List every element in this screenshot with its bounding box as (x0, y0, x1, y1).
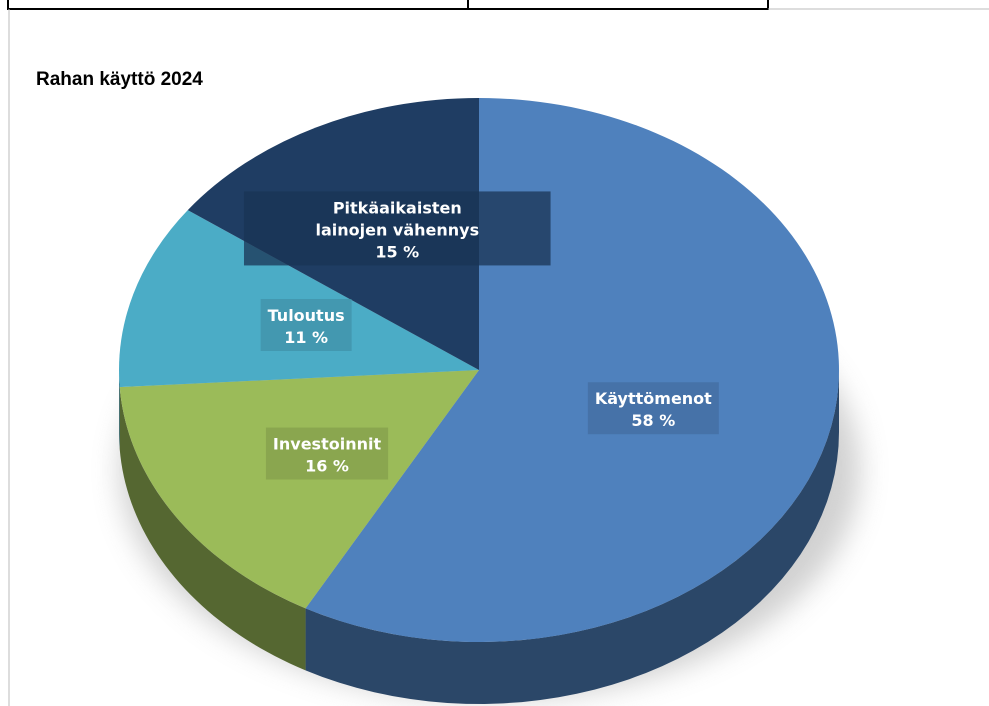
label-box (260, 298, 352, 351)
pie-slice (119, 370, 479, 609)
pie: Käyttömenot 58 % Investoinnit 16 % Tuloutus 1… (119, 98, 839, 704)
category-label: Pitkäaikaisten lainojen vähennys (315, 198, 479, 239)
pie-sides (119, 370, 839, 704)
category-label: Tuloutus (268, 306, 345, 325)
pie-slice-side (119, 387, 306, 671)
value-label: 15 % (375, 242, 419, 261)
pie-slice (305, 98, 839, 642)
table-border (7, 0, 989, 706)
category-label: Investoinnit (273, 435, 382, 454)
pie-labels: Käyttömenot 58 % Investoinnit 16 % Tuloutus 1… (243, 191, 719, 480)
pie-slice-side (305, 370, 839, 704)
pie-tops (119, 98, 839, 642)
chart-title: Rahan käyttö 2024 (36, 69, 203, 90)
label-box (587, 382, 719, 435)
value-label: 11 % (284, 328, 328, 347)
label-box (265, 427, 389, 480)
value-label: 16 % (305, 457, 349, 476)
label-box (243, 191, 551, 266)
value-label: 58 % (631, 411, 675, 430)
pie-slice-side (119, 370, 120, 450)
pie-slice (119, 210, 480, 388)
category-label: Käyttömenot (595, 389, 712, 408)
